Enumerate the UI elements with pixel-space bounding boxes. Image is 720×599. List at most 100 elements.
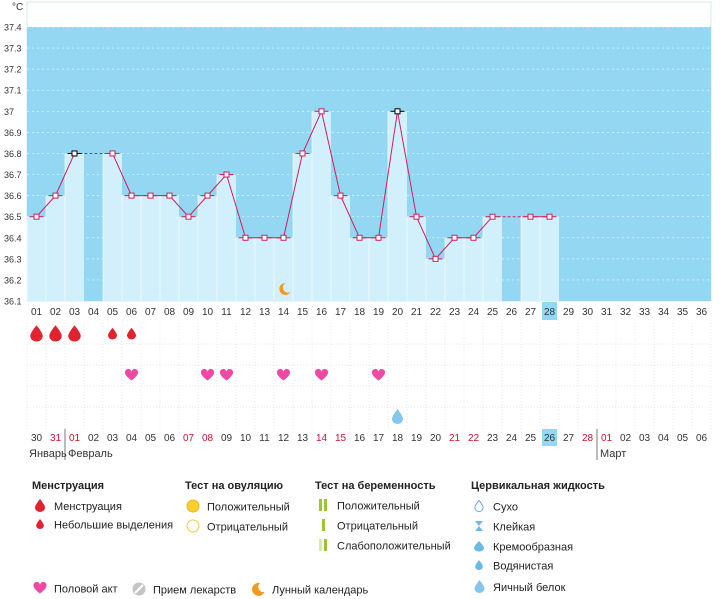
y-tick-label: 37.4: [4, 23, 22, 33]
date-label: 17: [373, 433, 385, 444]
temp-bar: [426, 258, 445, 301]
heart-icon: [371, 368, 386, 381]
x-tick-label: 33: [639, 307, 651, 318]
temp-line-segment: [378, 111, 398, 238]
crescent-moon-icon: [250, 582, 266, 599]
legend-item-menstruation: Менструация: [32, 499, 122, 515]
legend-label: Половой акт: [54, 583, 118, 596]
temp-line-segment: [416, 216, 436, 260]
empty-circle-icon: [185, 519, 201, 536]
temp-point: [356, 234, 363, 241]
x-tick-label: 05: [107, 307, 119, 318]
y-tick-label: 36.4: [4, 233, 22, 243]
month-label: Январь: [29, 448, 67, 460]
temp-bar: [236, 237, 255, 301]
fluid-drop-icon: [392, 409, 403, 424]
temp-bar: [65, 153, 84, 301]
temp-point: [470, 234, 477, 241]
x-tick-label: 04: [88, 307, 100, 318]
x-tick-label: 18: [354, 307, 366, 318]
temp-point: [52, 192, 59, 199]
temp-line-segment: [283, 153, 303, 238]
temp-point: [337, 192, 344, 199]
temp-bar: [445, 237, 464, 301]
temp-point: [489, 213, 496, 220]
date-label: 26: [544, 433, 556, 444]
x-tick-label: 11: [221, 307, 232, 318]
temp-point: [299, 150, 306, 157]
temp-line-segment: [435, 237, 455, 260]
legend-item-spotting: Небольшие выделения: [32, 519, 173, 532]
legend-label: Менструация: [54, 501, 122, 513]
legend-item-ovulation-positive: Положительный: [185, 499, 290, 516]
temp-point: [185, 213, 192, 220]
date-label: 02: [620, 433, 632, 444]
temp-line-segment: [340, 195, 360, 238]
y-tick-label: 37.2: [4, 65, 22, 75]
temp-bar: [103, 153, 122, 301]
temp-line-segment: [169, 195, 189, 218]
pill-icon: [131, 582, 147, 599]
x-tick-label: 21: [411, 307, 423, 318]
legend-label: Отрицательный: [337, 520, 418, 533]
blood-drop-icon: [32, 499, 48, 515]
date-label: 06: [696, 433, 708, 444]
x-tick-label: 32: [620, 307, 632, 318]
y-tick-label: 36.6: [4, 191, 22, 201]
temp-line-segment: [36, 195, 56, 218]
y-tick-label: 36.8: [4, 149, 22, 159]
x-tick-label: 16: [316, 307, 328, 318]
temp-bar: [407, 216, 426, 301]
date-label: 01: [69, 433, 81, 444]
x-tick-label: 23: [449, 307, 461, 318]
x-tick-label: 09: [183, 307, 195, 318]
date-label: 11: [259, 433, 270, 444]
y-unit-label: °C: [12, 2, 23, 13]
date-label: 04: [658, 433, 670, 444]
legend-item-dry: Сухо: [471, 499, 518, 515]
temp-point: [71, 150, 78, 157]
temp-bar: [160, 195, 179, 301]
blood-drop-icon: [68, 325, 81, 342]
y-tick-label: 36.2: [4, 275, 22, 285]
legend-lunar: Лунный календарь: [250, 582, 368, 599]
date-label: 08: [202, 433, 214, 444]
blood-drop-icon: [127, 327, 136, 340]
temp-line-segment: [473, 216, 493, 239]
x-tick-label: 15: [297, 307, 309, 318]
y-tick-label: 36.3: [4, 254, 22, 264]
date-label: 31: [50, 433, 62, 444]
x-tick-label: 35: [677, 307, 689, 318]
legend-cervical-title: Цервикальная жидкость: [471, 480, 605, 492]
date-label: 02: [88, 433, 100, 444]
date-label: 23: [487, 433, 499, 444]
temp-bar: [350, 237, 369, 301]
temp-point: [432, 255, 439, 262]
small-drop-icon: [471, 560, 487, 573]
legend-item-ovulation-negative: Отрицательный: [185, 519, 288, 536]
x-tick-label: 07: [145, 307, 157, 318]
date-highlight: [542, 429, 557, 446]
legend-label: Небольшие выделения: [54, 519, 174, 532]
legend-label: Положительный: [337, 500, 420, 513]
temp-line-segment: [55, 153, 75, 196]
legend-label: Кремообразная: [493, 541, 574, 554]
date-label: 15: [335, 433, 347, 444]
temp-line-segment: [321, 111, 341, 196]
x-tick-label: 27: [525, 307, 537, 318]
y-tick-label: 36.1: [4, 297, 22, 307]
x-tick-label: 08: [164, 307, 176, 318]
bbt-chart: °C 36.1 36.2 36.3 36.4 36.5 36.6 36.7 36.8 36.9 37…: [4, 1, 712, 460]
date-label: 05: [145, 433, 157, 444]
date-label: 01: [601, 433, 613, 444]
temp-bar: [217, 174, 236, 301]
date-label: 07: [183, 433, 195, 444]
date-label: 09: [221, 433, 233, 444]
heart-icon: [124, 368, 139, 381]
x-tick-label: 03: [69, 307, 81, 318]
date-label: 28: [582, 433, 594, 444]
x-tick-label: 24: [468, 307, 480, 318]
x-tick-label: 10: [202, 307, 214, 318]
date-label: 13: [297, 433, 309, 444]
legend-label: Положительный: [207, 501, 290, 514]
